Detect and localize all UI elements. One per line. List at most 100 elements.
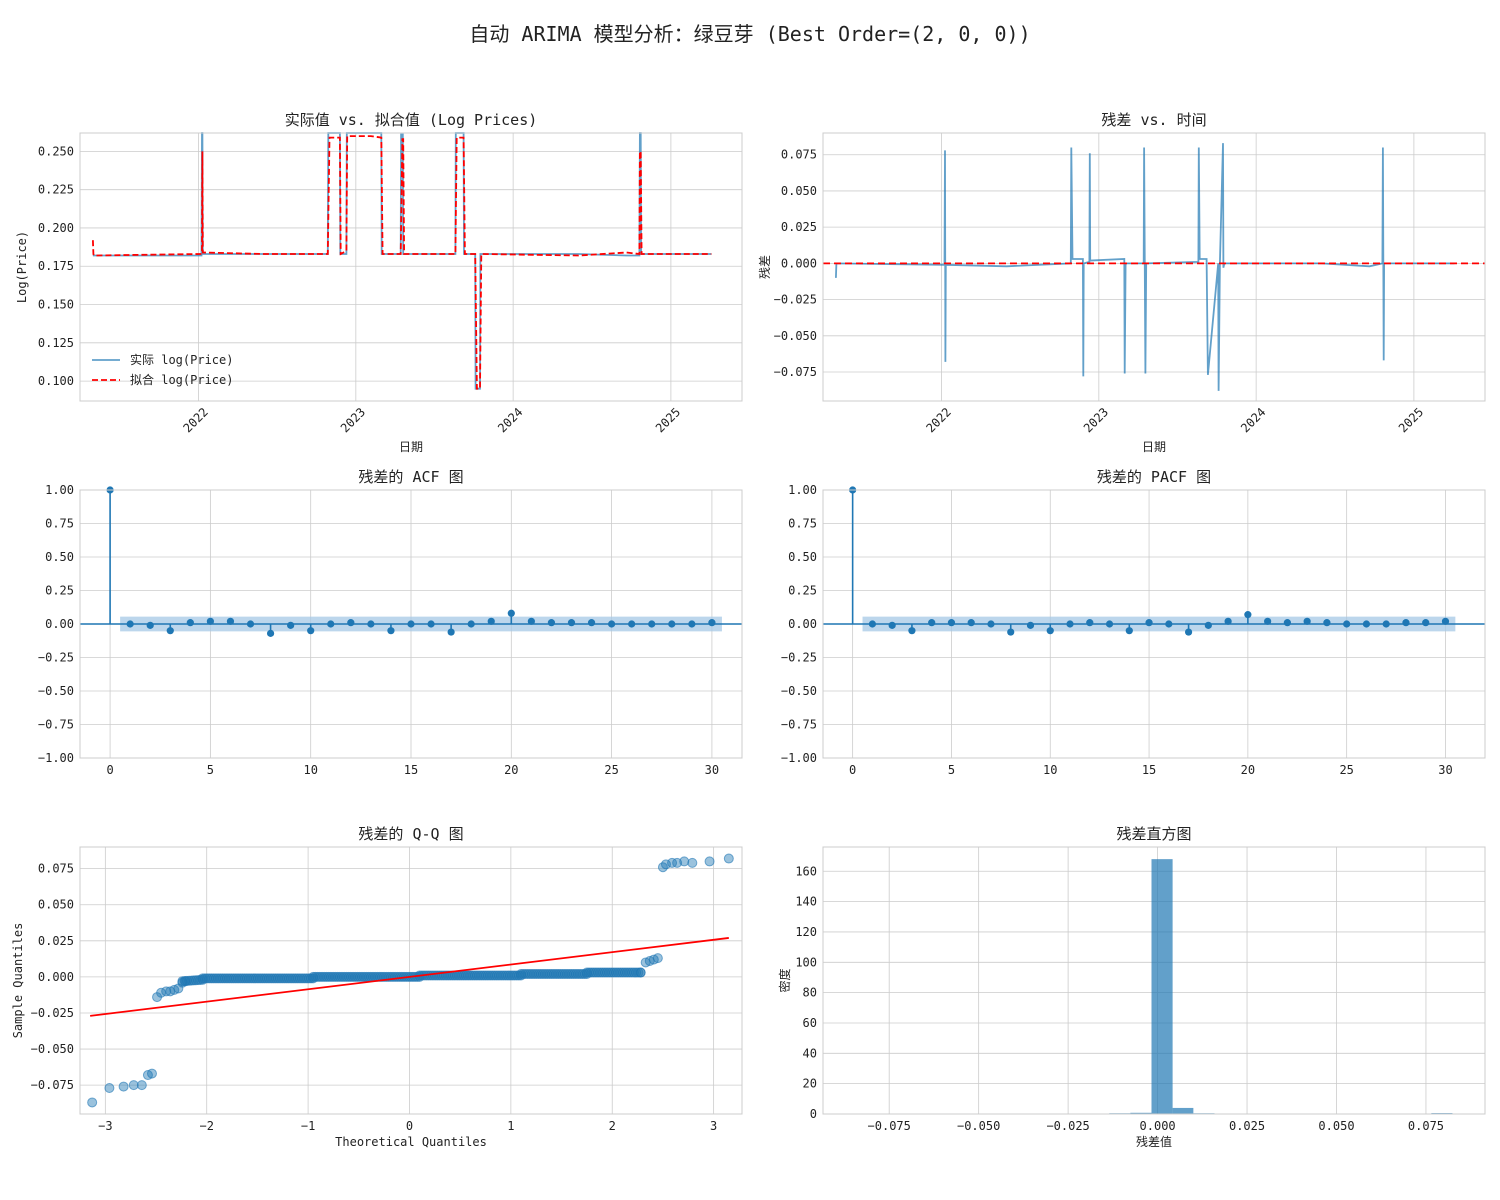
acf-marker bbox=[226, 617, 235, 625]
pacf-marker bbox=[1362, 620, 1371, 628]
pacf-marker bbox=[1007, 628, 1015, 636]
pacf-marker bbox=[1105, 620, 1114, 628]
fit-ytick-label: 0.175 bbox=[38, 259, 74, 273]
resid-ytick-label: 0.025 bbox=[781, 220, 817, 234]
acf-marker bbox=[447, 628, 455, 636]
acf-marker bbox=[407, 620, 415, 628]
hist-title: 残差直方图 bbox=[1116, 825, 1191, 843]
qq-xtick-label: −3 bbox=[98, 1119, 112, 1133]
acf-marker bbox=[186, 619, 194, 627]
qq-ylabel: Sample Quantiles bbox=[11, 923, 25, 1039]
pacf-marker bbox=[1165, 620, 1173, 628]
hist-xtick-label: 0.050 bbox=[1318, 1119, 1354, 1133]
acf-marker bbox=[567, 619, 576, 627]
pacf-ytick-label: 1.00 bbox=[788, 483, 817, 497]
hist-xtick-label: 0.025 bbox=[1229, 1119, 1265, 1133]
acf-ytick-label: −0.50 bbox=[38, 684, 74, 698]
pacf-marker bbox=[1382, 620, 1390, 628]
resid-plot-area bbox=[823, 133, 1485, 401]
hist-ytick-label: 100 bbox=[795, 955, 817, 969]
fit-series-line-1 bbox=[92, 135, 712, 390]
qq-ytick-label: −0.050 bbox=[31, 1042, 74, 1056]
fit-xtick-label: 2024 bbox=[495, 405, 525, 435]
qq-ytick-label: −0.075 bbox=[31, 1078, 74, 1092]
acf-marker bbox=[608, 620, 616, 628]
pacf-ytick-label: 0.00 bbox=[788, 617, 817, 631]
acf-marker bbox=[246, 620, 255, 628]
qq-point bbox=[704, 856, 715, 867]
acf-marker bbox=[347, 619, 355, 627]
hist-ytick-label: 40 bbox=[803, 1046, 817, 1060]
pacf-marker bbox=[947, 619, 956, 627]
resid-xtick-label: 2024 bbox=[1238, 405, 1268, 435]
legend-label-0: 实际 log(Price) bbox=[130, 352, 233, 367]
qq-point bbox=[128, 1080, 139, 1091]
acf-ytick-label: 1.00 bbox=[45, 483, 74, 497]
resid-border bbox=[822, 132, 1486, 402]
qq-xtick-label: −2 bbox=[199, 1119, 213, 1133]
hist-xtick-label: 0.000 bbox=[1140, 1119, 1176, 1133]
fit-ytick-label: 0.150 bbox=[38, 298, 74, 312]
acf-xtick-label: 10 bbox=[303, 763, 317, 777]
hist-xtick-label: 0.075 bbox=[1408, 1119, 1444, 1133]
pacf-marker bbox=[1343, 620, 1351, 628]
resid-ytick-label: 0.075 bbox=[781, 148, 817, 162]
pacf-marker bbox=[1422, 619, 1430, 627]
hist-xtick-label: −0.025 bbox=[1046, 1119, 1089, 1133]
pacf-ytick-label: 0.25 bbox=[788, 584, 817, 598]
pacf-marker bbox=[908, 627, 916, 635]
pacf-marker bbox=[1145, 619, 1153, 627]
pacf-xtick-label: 10 bbox=[1043, 763, 1057, 777]
fit-xtick-label: 2023 bbox=[338, 405, 368, 435]
fit-ytick-label: 0.200 bbox=[38, 221, 74, 235]
pacf-marker bbox=[1264, 617, 1272, 625]
acf-marker bbox=[206, 617, 214, 625]
qq-point bbox=[146, 1068, 157, 1079]
resid-xlabel: 日期 bbox=[1142, 440, 1166, 454]
fit-border bbox=[79, 132, 743, 402]
acf-xtick-label: 0 bbox=[106, 763, 113, 777]
pacf-marker bbox=[1303, 617, 1311, 625]
acf-marker bbox=[547, 619, 556, 627]
qq-reference-line bbox=[90, 937, 729, 1017]
pacf-marker bbox=[1026, 621, 1035, 629]
acf-marker bbox=[467, 620, 475, 628]
resid-ytick-label: 0.050 bbox=[781, 184, 817, 198]
pacf-xtick-label: 20 bbox=[1241, 763, 1255, 777]
pacf-xtick-label: 5 bbox=[948, 763, 955, 777]
pacf-marker bbox=[1441, 617, 1450, 625]
qq-ytick-label: 0.050 bbox=[38, 898, 74, 912]
fit-ytick-label: 0.100 bbox=[38, 374, 74, 388]
resid-xtick-label: 2025 bbox=[1396, 405, 1426, 435]
pacf-marker bbox=[1244, 611, 1252, 619]
figure-title: 自动 ARIMA 模型分析：绿豆芽 (Best Order=(2, 0, 0)) bbox=[469, 22, 1031, 46]
qq-xtick-label: 2 bbox=[609, 1119, 616, 1133]
fit-ylabel: Log(Price) bbox=[15, 231, 29, 303]
hist-xtick-label: −0.050 bbox=[957, 1119, 1000, 1133]
pacf-title: 残差的 PACF 图 bbox=[1097, 468, 1211, 486]
pacf-marker bbox=[1046, 627, 1054, 635]
acf-ytick-label: −0.75 bbox=[38, 718, 74, 732]
pacf-ytick-label: −0.50 bbox=[781, 684, 817, 698]
resid-ytick-label: −0.025 bbox=[774, 293, 817, 307]
acf-ytick-label: 0.75 bbox=[45, 517, 74, 531]
hist-bar bbox=[1172, 1107, 1194, 1114]
qq-xlabel: Theoretical Quantiles bbox=[335, 1135, 487, 1149]
acf-ytick-label: −0.25 bbox=[38, 651, 74, 665]
acf-marker bbox=[668, 620, 676, 628]
qq-point bbox=[635, 967, 646, 978]
qq-ytick-label: 0.075 bbox=[38, 862, 74, 876]
qq-point bbox=[180, 976, 191, 987]
resid-ytick-label: 0.000 bbox=[781, 256, 817, 270]
qq-point bbox=[633, 967, 644, 978]
qq-xtick-label: 0 bbox=[406, 1119, 413, 1133]
pacf-marker bbox=[1224, 617, 1232, 625]
hist-ytick-label: 120 bbox=[795, 925, 817, 939]
legend-label-1: 拟合 log(Price) bbox=[130, 372, 233, 387]
qq-border bbox=[79, 846, 743, 1115]
hist-xtick-label: −0.075 bbox=[868, 1119, 911, 1133]
qq-point bbox=[667, 857, 678, 868]
pacf-marker bbox=[1204, 621, 1212, 629]
acf-ytick-label: 0.50 bbox=[45, 550, 74, 564]
